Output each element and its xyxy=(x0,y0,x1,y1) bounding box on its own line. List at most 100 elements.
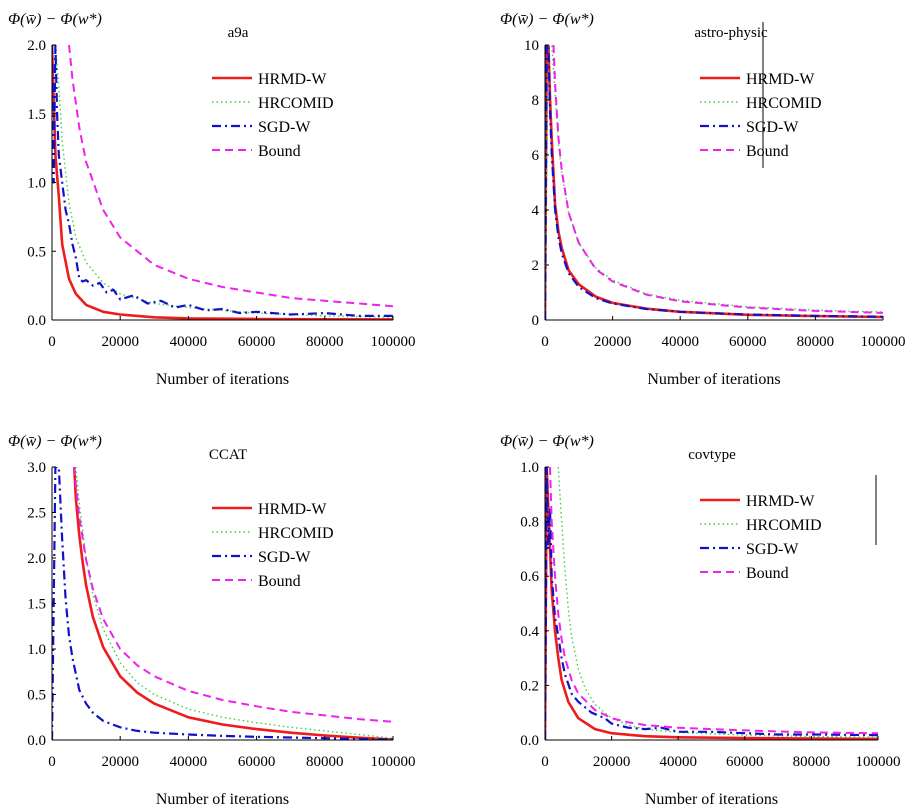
y-tick-label: 8 xyxy=(532,93,540,109)
x-tick-label: 60000 xyxy=(238,334,276,350)
y-tick-label: 0.5 xyxy=(27,688,46,704)
legend-label: SGD-W xyxy=(746,119,799,136)
series-line-sgd-w xyxy=(52,467,393,740)
x-tick-label: 60000 xyxy=(729,334,767,350)
series-line-sgd-w xyxy=(545,45,883,320)
x-tick-label: 0 xyxy=(541,754,549,770)
series-line-bound xyxy=(552,45,883,314)
legend-label: HRMD-W xyxy=(746,71,815,88)
y-tick-label: 0.2 xyxy=(520,678,539,694)
legend-label: Bound xyxy=(258,143,301,160)
x-tick-label: 0 xyxy=(48,334,56,350)
chart-panel-4: 0.0 0.2 0.4 0.6 0.8 1.0 0 20000 40000 60000 80000 1… xyxy=(500,433,901,808)
x-tick-label: 20000 xyxy=(101,754,139,770)
y-tick-label: 0.6 xyxy=(520,569,539,585)
y-tick-label: 0.4 xyxy=(520,624,539,640)
series-group xyxy=(52,467,393,740)
y-tick-label: 2 xyxy=(532,258,540,274)
y-tick-label: 2.5 xyxy=(27,506,46,522)
chart-title: astro-physic xyxy=(694,25,768,41)
x-tick-label: 40000 xyxy=(661,334,699,350)
y-tick-label: 1.5 xyxy=(27,597,46,613)
series-group xyxy=(52,45,393,320)
y-axis-label: Φ(w̄) − Φ(w*) xyxy=(8,433,102,450)
legend-label: HRMD-W xyxy=(258,501,327,518)
x-axis-label: Number of iterations xyxy=(156,371,289,388)
y-tick-label: 0.5 xyxy=(27,244,46,260)
series-line-hrcomid xyxy=(557,467,878,738)
x-axis-label: Number of iterations xyxy=(647,371,780,388)
series-group xyxy=(545,467,878,740)
x-tick-label: 0 xyxy=(48,754,56,770)
y-tick-label: 0.0 xyxy=(27,733,46,749)
series-line-bound xyxy=(73,467,393,723)
y-tick-label: 2.0 xyxy=(27,38,46,54)
x-tick-label: 80000 xyxy=(306,334,344,350)
series-line-hrmd-w xyxy=(545,45,883,320)
y-axis-label: Φ(w̄) − Φ(w*) xyxy=(8,11,102,28)
y-tick-label: 10 xyxy=(524,38,539,54)
series-line-hrmd-w xyxy=(545,467,878,740)
x-tick-label: 20000 xyxy=(101,334,139,350)
chart-panel-3: 0.0 0.5 1.0 1.5 2.0 2.5 3.0 0 20000 40000 60000 800… xyxy=(8,433,416,808)
series-line-bound xyxy=(68,45,393,308)
chart-panel-1: 0.0 0.5 1.0 1.5 2.0 0 20000 40000 60000 80000 1000… xyxy=(8,11,416,388)
x-tick-label: 80000 xyxy=(306,754,344,770)
legend-label: Bound xyxy=(258,573,301,590)
x-tick-label: 100000 xyxy=(861,334,906,350)
x-tick-label: 100000 xyxy=(371,334,416,350)
legend-label: HRMD-W xyxy=(258,71,327,88)
y-axis-label: Φ(w̄) − Φ(w*) xyxy=(500,433,594,450)
y-axis-label: Φ(w̄) − Φ(w*) xyxy=(500,11,594,28)
legend-label: HRCOMID xyxy=(746,517,822,534)
legend-label: SGD-W xyxy=(258,549,311,566)
x-tick-label: 40000 xyxy=(170,334,208,350)
y-tick-label: 0.0 xyxy=(520,733,539,749)
chart-panel-2: 0 2 4 6 8 10 0 20000 40000 60000 80000 100000 astro-… xyxy=(500,11,906,388)
series-line-bound xyxy=(549,467,878,735)
x-tick-label: 20000 xyxy=(594,334,632,350)
x-tick-label: 20000 xyxy=(593,754,631,770)
y-tick-label: 1.5 xyxy=(27,107,46,123)
y-tick-label: 6 xyxy=(532,148,540,164)
x-tick-label: 40000 xyxy=(170,754,208,770)
chart-title: covtype xyxy=(688,447,736,463)
legend-label: HRMD-W xyxy=(746,493,815,510)
chart-title: a9a xyxy=(228,25,249,41)
legend-label: Bound xyxy=(746,143,789,160)
series-line-sgd-w xyxy=(545,467,878,740)
legend: HRMD-W HRCOMID SGD-W Bound xyxy=(212,501,334,590)
series-group xyxy=(545,45,883,320)
x-tick-label: 80000 xyxy=(793,754,831,770)
x-tick-label: 100000 xyxy=(371,754,416,770)
legend: HRMD-W HRCOMID SGD-W Bound xyxy=(212,71,334,160)
y-tick-label: 0 xyxy=(532,313,540,329)
chart-title: CCAT xyxy=(209,447,247,463)
legend-label: Bound xyxy=(746,565,789,582)
legend-label: HRCOMID xyxy=(258,95,334,112)
y-tick-label: 2.0 xyxy=(27,551,46,567)
x-tick-label: 60000 xyxy=(238,754,276,770)
y-tick-label: 0.0 xyxy=(27,313,46,329)
series-line-hrmd-w xyxy=(52,45,393,320)
x-tick-label: 0 xyxy=(541,334,549,350)
x-tick-label: 80000 xyxy=(797,334,835,350)
y-tick-label: 3.0 xyxy=(27,460,46,476)
legend-label: SGD-W xyxy=(746,541,799,558)
x-axis-label: Number of iterations xyxy=(156,791,289,808)
y-tick-label: 1.0 xyxy=(27,176,46,192)
y-tick-label: 4 xyxy=(532,203,540,219)
series-line-hrcomid xyxy=(545,45,883,320)
y-tick-label: 1.0 xyxy=(520,460,539,476)
legend-label: HRCOMID xyxy=(746,95,822,112)
y-tick-label: 0.8 xyxy=(520,515,539,531)
x-tick-label: 60000 xyxy=(726,754,764,770)
series-line-sgd-w xyxy=(52,45,393,317)
x-axis-label: Number of iterations xyxy=(645,791,778,808)
legend-label: SGD-W xyxy=(258,119,311,136)
legend-label: HRCOMID xyxy=(258,525,334,542)
legend: HRMD-W HRCOMID SGD-W Bound xyxy=(700,493,822,582)
x-tick-label: 40000 xyxy=(659,754,697,770)
series-line-hrmd-w xyxy=(72,467,393,740)
